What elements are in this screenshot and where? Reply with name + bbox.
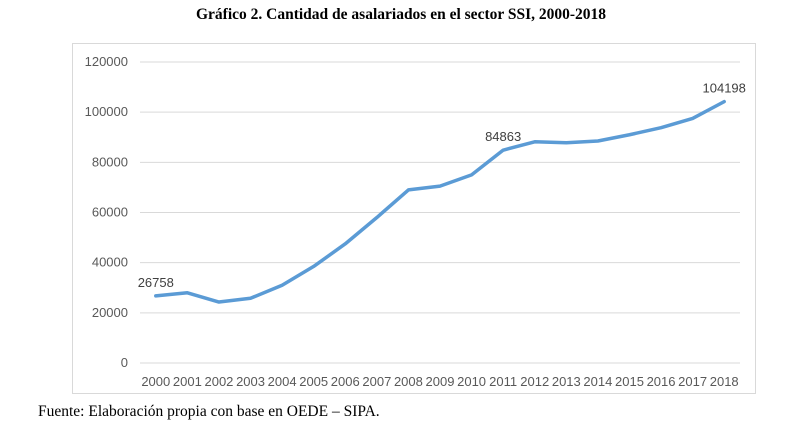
chart-title: Gráfico 2. Cantidad de asalariados en el… <box>195 6 607 23</box>
series-lines <box>154 99 726 304</box>
y-tick-label: 100000 <box>85 104 128 119</box>
data-labels: 26758 84863 104198 <box>138 81 746 290</box>
y-tick-label: 0 <box>121 355 128 370</box>
x-tick-label: 2008 <box>394 374 423 389</box>
x-tick-label: 2018 <box>710 374 739 389</box>
x-tick-label: 2006 <box>331 374 360 389</box>
y-tick-label: 120000 <box>85 54 128 69</box>
x-tick-label: 2007 <box>362 374 391 389</box>
x-tick-label: 2000 <box>141 374 170 389</box>
data-label: 26758 <box>138 275 174 290</box>
data-label: 104198 <box>703 81 746 96</box>
x-tick-label: 2001 <box>173 374 202 389</box>
x-tick-label: 2004 <box>268 374 297 389</box>
x-tick-label: 2017 <box>678 374 707 389</box>
y-tick-label: 60000 <box>92 205 128 220</box>
x-tick-label: 2003 <box>236 374 265 389</box>
y-tick-label: 40000 <box>92 255 128 270</box>
gridlines <box>140 61 740 364</box>
x-tick-label: 2005 <box>299 374 328 389</box>
x-tick-label: 2009 <box>426 374 455 389</box>
y-tick-label: 20000 <box>92 305 128 320</box>
x-tick-label: 2010 <box>457 374 486 389</box>
x-tick-label: 2016 <box>647 374 676 389</box>
x-tick-label: 2014 <box>583 374 612 389</box>
chart-area <box>72 43 756 394</box>
x-axis-ticks: 2000 2001 2002 2003 2004 2005 2006 2007 2008 2009… <box>141 374 738 389</box>
x-tick-label: 2002 <box>204 374 233 389</box>
data-label: 84863 <box>485 129 521 144</box>
x-tick-label: 2013 <box>552 374 581 389</box>
x-tick-label: 2015 <box>615 374 644 389</box>
y-axis-ticks: 0 20000 40000 60000 80000 100000 120000 <box>85 54 128 370</box>
y-tick-label: 80000 <box>92 154 128 169</box>
x-tick-label: 2012 <box>520 374 549 389</box>
series-line <box>154 99 726 304</box>
x-tick-label: 2011 <box>489 374 517 389</box>
chart-source: Fuente: Elaboración propia con base en O… <box>38 403 380 420</box>
